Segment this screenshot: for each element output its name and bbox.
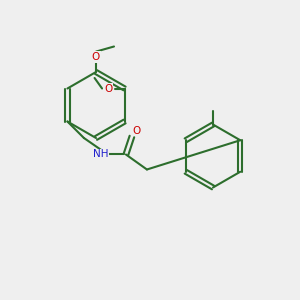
Text: NH: NH xyxy=(93,149,108,160)
Text: O: O xyxy=(104,83,112,94)
Text: O: O xyxy=(92,52,100,62)
Text: O: O xyxy=(132,125,140,136)
